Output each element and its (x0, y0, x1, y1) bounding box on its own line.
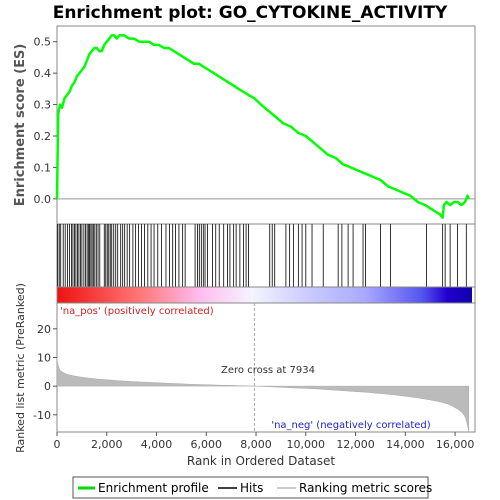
zero-cross-label: Zero cross at 7934 (221, 365, 315, 376)
es-ytick-label: 0.0 (34, 193, 52, 206)
x-tick-label: 6,000 (191, 438, 223, 451)
es-panel (56, 25, 476, 225)
es-ytick-label: 0.5 (34, 36, 52, 49)
hits-panel (56, 223, 476, 288)
x-tick-label: 4,000 (141, 438, 173, 451)
x-tick-label: 14,000 (386, 438, 425, 451)
es-ytick-label: 0.4 (34, 67, 52, 80)
x-tick-label: 12,000 (336, 438, 375, 451)
metric-ytick-label: -10 (33, 409, 51, 422)
legend-label-hits: Hits (240, 481, 263, 495)
es-ytick-label: 0.1 (34, 161, 52, 174)
x-tick-label: 10,000 (287, 438, 326, 451)
metric-ytick-label: 20 (37, 323, 51, 336)
enrichment-profile-line (55, 34, 470, 219)
ranking-metric-area (56, 357, 470, 433)
metric-ytick-label: 0 (44, 380, 51, 393)
es-ytick-label: 0.2 (34, 130, 52, 143)
x-tick-label: 2,000 (91, 438, 123, 451)
legend-entry-enrichment: Enrichment profile (78, 481, 209, 495)
legend-entry-hits: Hits (218, 481, 263, 495)
legend-entry-ranking: Ranking metric scores (277, 481, 432, 495)
chart-title: Enrichment plot: GO_CYTOKINE_ACTIVITY (53, 3, 448, 23)
x-axis-label: Rank in Ordered Dataset (187, 454, 335, 468)
x-tick-label: 8,000 (240, 438, 272, 451)
legend-box (72, 476, 429, 499)
es-ytick-label: 0.3 (34, 99, 52, 112)
x-tick-label: 0 (54, 438, 61, 451)
metric-panel (56, 302, 476, 433)
pos-correlated-label: 'na_pos' (positively correlated) (60, 306, 214, 317)
legend-label-enrichment: Enrichment profile (98, 481, 209, 495)
metric-ytick-label: 10 (37, 351, 51, 364)
es-ylabel: Enrichment score (ES) (13, 44, 28, 207)
neg-correlated-label: 'na_neg' (negatively correlated) (271, 420, 430, 431)
ranking-color-bar (57, 287, 472, 303)
metric-ylabel: Ranked list metric (PreRanked) (14, 283, 27, 453)
x-tick-label: 16,000 (436, 438, 475, 451)
legend-label-ranking: Ranking metric scores (299, 481, 432, 495)
